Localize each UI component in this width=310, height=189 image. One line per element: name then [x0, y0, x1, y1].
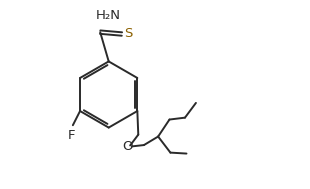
Text: H₂N: H₂N [95, 9, 121, 22]
Text: F: F [68, 129, 76, 142]
Text: O: O [123, 140, 133, 153]
Text: S: S [124, 27, 133, 40]
